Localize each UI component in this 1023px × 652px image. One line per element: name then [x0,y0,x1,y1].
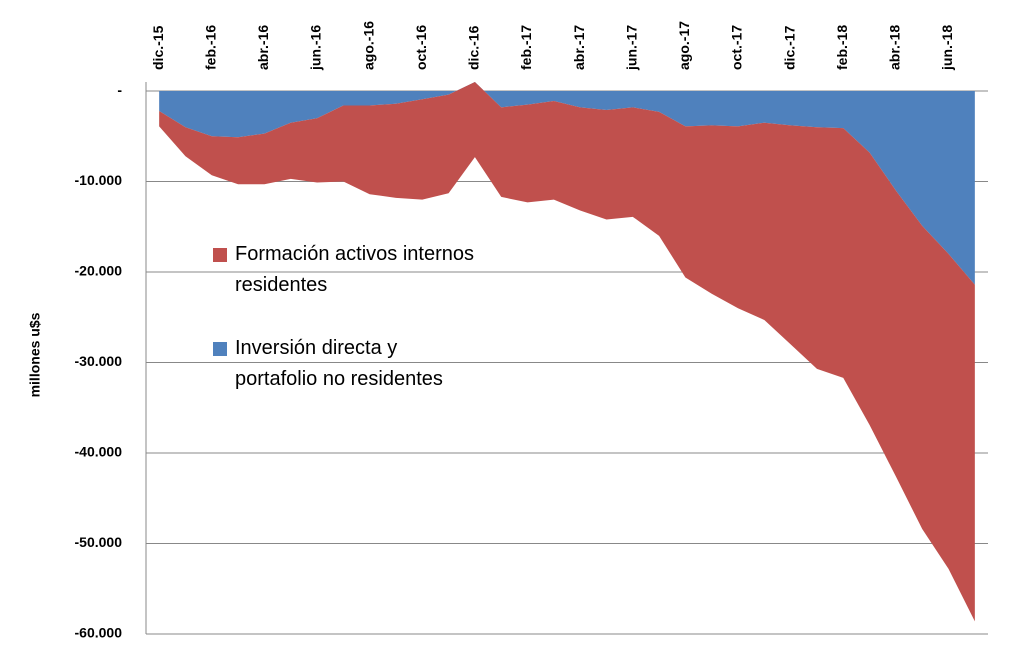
y-tick-label: -30.000 [75,353,123,369]
x-tick-label: jun.-18 [939,25,955,71]
y-tick-label: -10.000 [75,172,123,188]
area [159,82,975,622]
x-tick-label: feb.-18 [834,25,850,70]
y-tick-label: -50.000 [75,534,123,550]
x-tick-label: abr.-17 [571,25,587,70]
x-tick-label: ago.-16 [360,21,376,70]
x-tick-label: dic.-17 [781,25,797,70]
x-tick-label: oct.-17 [729,25,745,70]
legend-label: Formación activos internos residentes [235,243,474,296]
x-tick-label: dic.-16 [466,25,482,70]
legend-swatch [213,248,227,262]
y-tick-label: -60.000 [75,625,123,641]
x-tick-label: jun.-17 [623,25,639,71]
x-tick-label: jun.-16 [308,25,324,71]
x-tick-label: abr.-16 [255,25,271,70]
x-tick-label: oct.-16 [413,25,429,70]
area [159,82,975,285]
y-tick-label: -40.000 [75,444,123,460]
x-tick-label: feb.-17 [518,25,534,70]
legend-swatch [213,342,227,356]
y-tick-label: -20.000 [75,263,123,279]
x-tick-label: feb.-16 [202,25,218,70]
y-axis-label: millones u$s [27,312,43,397]
y-tick-label: - [117,82,122,98]
x-tick-label: dic.-15 [150,25,166,70]
legend-label: Inversión directa y portafolio no residen… [235,337,443,390]
x-tick-label: ago.-17 [676,21,692,70]
x-tick-label: abr.-18 [887,25,903,70]
